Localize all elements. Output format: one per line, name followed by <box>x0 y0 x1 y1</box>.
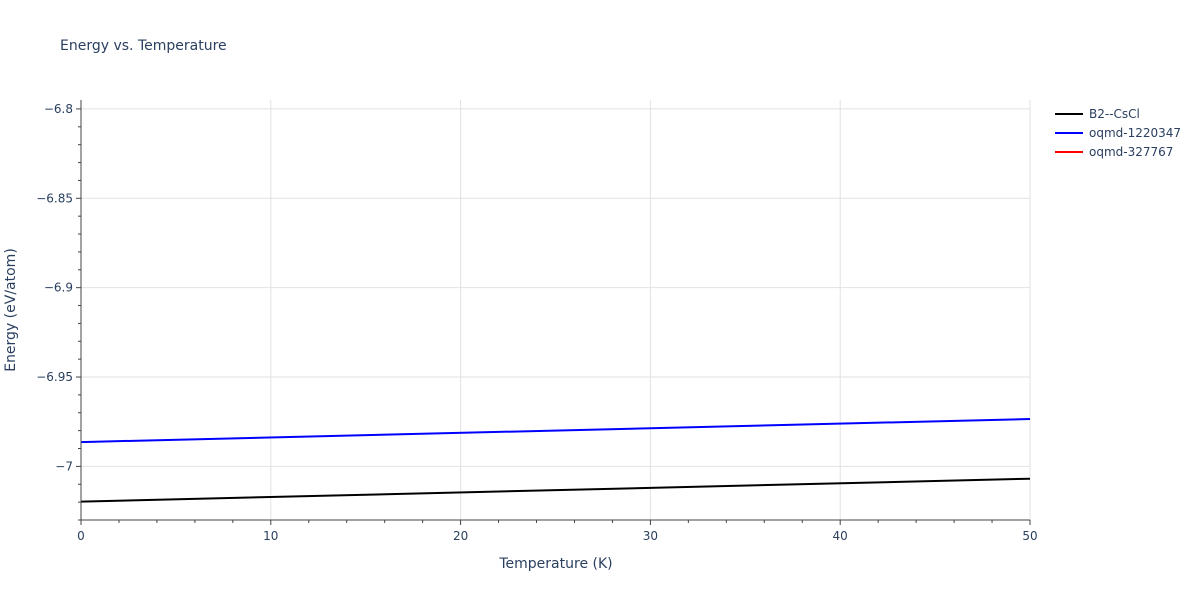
legend-label: oqmd-1220347 <box>1089 126 1181 140</box>
y-tick-label: −6.95 <box>36 370 73 384</box>
x-tick-label: 50 <box>1022 529 1037 543</box>
x-tick-label: 10 <box>263 529 278 543</box>
grid <box>81 100 1031 520</box>
x-axis-title: Temperature (K) <box>498 556 612 572</box>
legend-label: oqmd-327767 <box>1089 145 1173 159</box>
legend-item-oqmd-327767[interactable]: oqmd-327767 <box>1055 145 1173 159</box>
legend[interactable]: B2--CsCl oqmd-1220347 oqmd-327767 <box>1055 107 1181 159</box>
x-tick-label: 0 <box>77 529 85 543</box>
series-group <box>80 418 1031 503</box>
x-tick-label: 30 <box>643 529 658 543</box>
y-tick-label: −7 <box>55 459 73 473</box>
y-tick-label: −6.85 <box>36 191 73 205</box>
y-tick-label: −6.9 <box>44 281 73 295</box>
series-line-b2-cscl <box>80 477 1031 503</box>
legend-item-oqmd-1220347[interactable]: oqmd-1220347 <box>1055 126 1181 140</box>
chart-title: Energy vs. Temperature <box>60 38 227 54</box>
legend-item-b2-cscl[interactable]: B2--CsCl <box>1055 107 1140 121</box>
axes: 0 10 20 30 40 50 −6.8 −6.85 −6.9 −6.95 −7 <box>36 100 1038 543</box>
x-tick-label: 20 <box>453 529 468 543</box>
y-axis-title: Energy (eV/atom) <box>3 248 19 372</box>
x-tick-label: 40 <box>833 529 848 543</box>
legend-label: B2--CsCl <box>1089 107 1140 121</box>
y-tick-label: −6.8 <box>44 102 73 116</box>
series-line-oqmd-1220347 <box>80 418 1031 444</box>
